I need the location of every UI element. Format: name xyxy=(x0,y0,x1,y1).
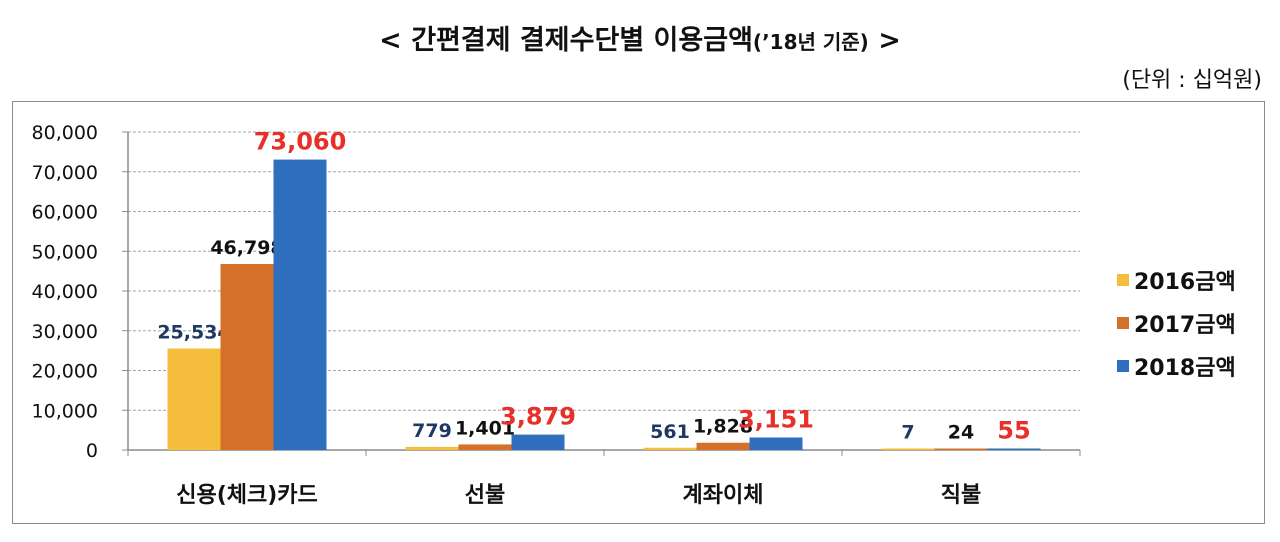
legend-swatch xyxy=(1117,316,1129,329)
data-label: 1,828 xyxy=(693,416,753,438)
data-label: 73,060 xyxy=(254,128,347,156)
data-label: 3,879 xyxy=(500,403,576,431)
y-tick-label: 10,000 xyxy=(32,400,98,422)
data-label: 3,151 xyxy=(738,405,814,433)
bar xyxy=(273,159,327,451)
data-label: 25,534 xyxy=(157,322,230,344)
legend-label: 2017금액 xyxy=(1134,312,1236,338)
data-label: 561 xyxy=(650,421,690,443)
legend-swatch xyxy=(1117,359,1129,372)
bar xyxy=(405,446,459,450)
bar xyxy=(881,448,935,450)
data-label: 46,798 xyxy=(210,237,283,259)
y-tick-label: 30,000 xyxy=(32,321,98,343)
bar xyxy=(749,437,803,450)
legend-item: 2017금액 xyxy=(1117,301,1236,344)
x-category-label: 선불 xyxy=(465,483,505,508)
bar xyxy=(696,442,750,450)
title-end: > xyxy=(868,25,901,56)
legend: 2016금액 2017금액 2018금액 xyxy=(1117,258,1236,387)
bar xyxy=(643,447,697,450)
y-tick-label: 80,000 xyxy=(32,122,98,144)
bar xyxy=(167,348,221,450)
y-tick-label: 20,000 xyxy=(32,361,98,383)
y-tick-label: 40,000 xyxy=(32,281,98,303)
legend-label: 2016금액 xyxy=(1134,269,1236,295)
title-suffix: (’18년 기준) xyxy=(752,30,869,54)
bar xyxy=(511,434,565,450)
x-category-label: 계좌이체 xyxy=(683,483,764,508)
data-label: 24 xyxy=(948,422,974,444)
data-label: 1,401 xyxy=(455,417,515,439)
data-label: 779 xyxy=(412,420,452,442)
y-tick-label: 0 xyxy=(86,440,98,462)
unit-label: (단위 : 십억원) xyxy=(1122,68,1262,93)
data-label: 7 xyxy=(901,422,914,444)
y-tick-label: 60,000 xyxy=(32,202,98,224)
legend-swatch xyxy=(1117,273,1129,286)
x-category-label: 신용(체크)카드 xyxy=(176,483,318,508)
bar xyxy=(934,448,988,450)
y-tick-label: 70,000 xyxy=(32,162,98,184)
legend-label: 2018금액 xyxy=(1134,355,1236,381)
bar xyxy=(987,448,1041,450)
bar xyxy=(458,444,512,450)
legend-item: 2016금액 xyxy=(1117,258,1236,301)
y-tick-label: 50,000 xyxy=(32,241,98,263)
chart-title: < 간편결제 결제수단별 이용금액(’18년 기준) > xyxy=(0,18,1280,57)
legend-item: 2018금액 xyxy=(1117,344,1236,387)
chart-frame xyxy=(12,101,1265,524)
bar xyxy=(220,263,274,450)
x-category-label: 직불 xyxy=(941,483,981,508)
title-main: < 간편결제 결제수단별 이용금액 xyxy=(379,25,753,56)
data-label: 55 xyxy=(997,417,1030,445)
